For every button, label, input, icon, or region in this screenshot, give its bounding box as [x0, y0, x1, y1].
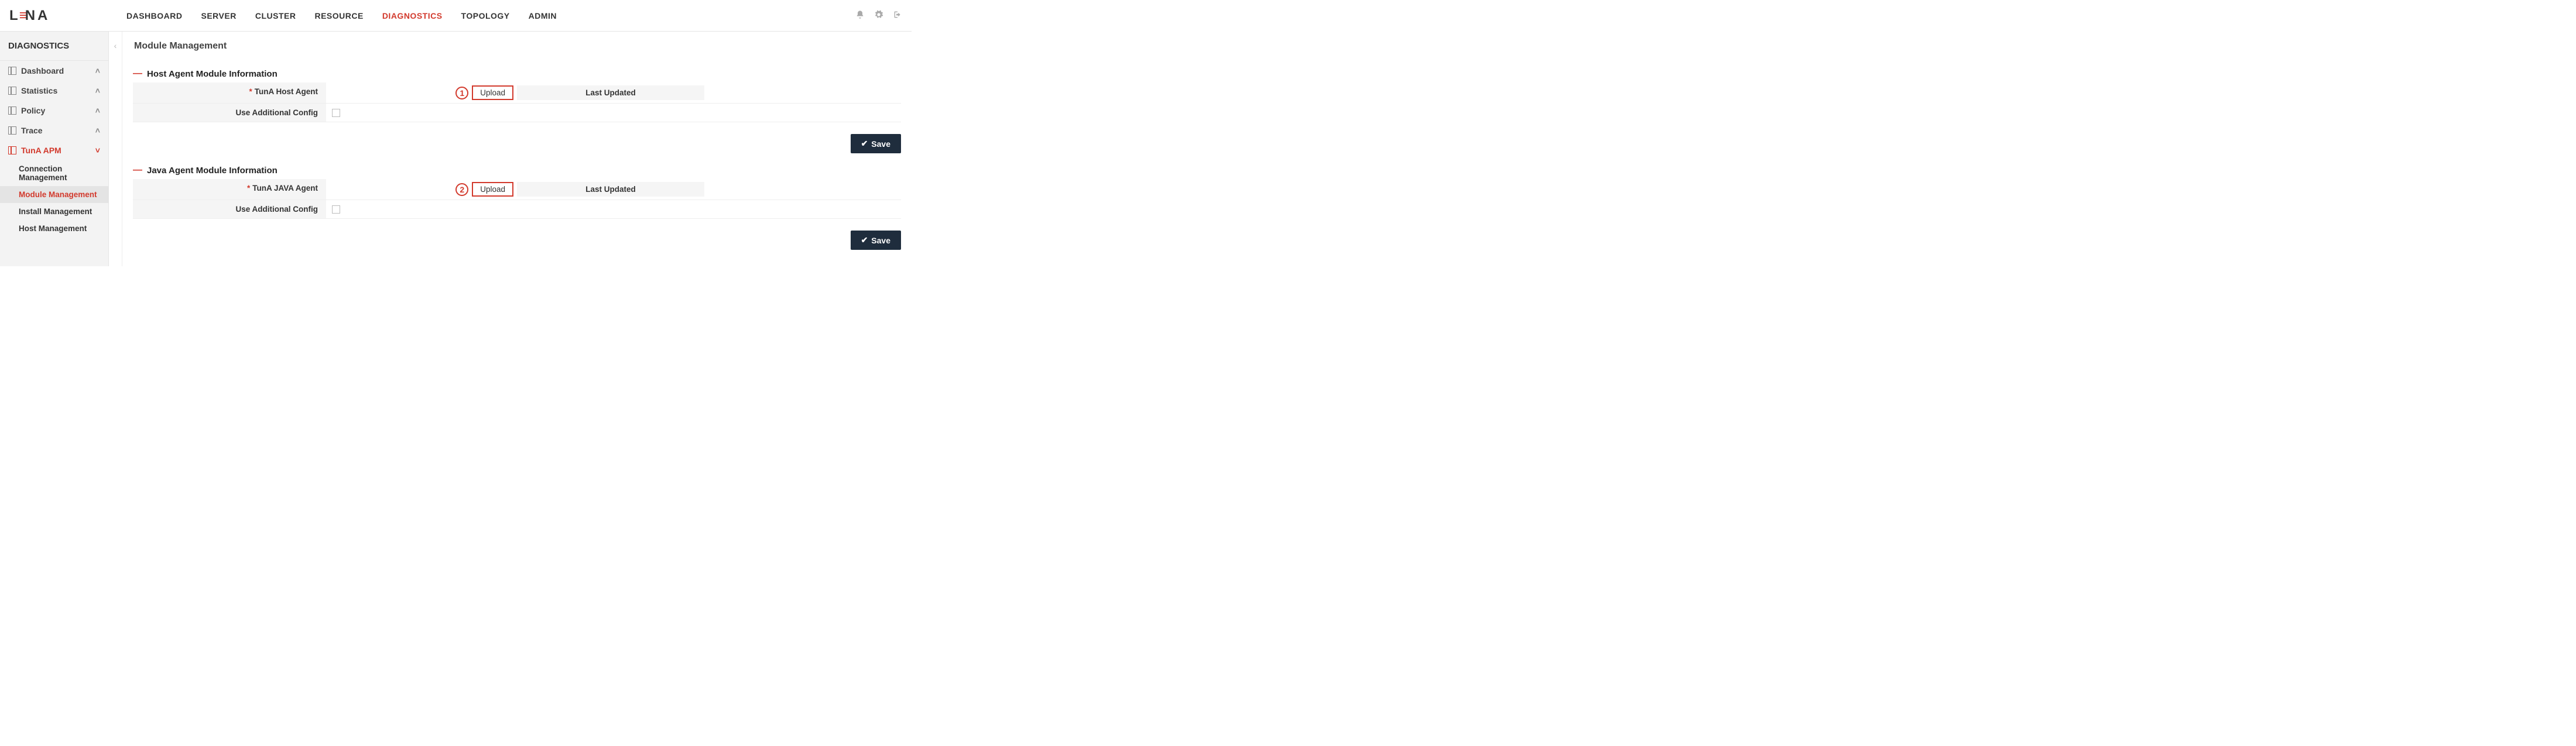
form-row-host-config: Use Additional Config	[133, 104, 901, 122]
top-nav: L≡NA DASHBOARD SERVER CLUSTER RESOURCE D…	[0, 0, 912, 32]
label-text: TunA Host Agent	[255, 87, 318, 96]
upload-button[interactable]: Upload	[472, 85, 513, 100]
sidebar-item-label: Trace	[21, 126, 43, 135]
collapse-icon: —	[133, 165, 142, 176]
form-field: 1 Upload Last Updated	[326, 82, 901, 103]
annotation-marker-2: 2	[455, 183, 468, 196]
sidebar-sub-host-management[interactable]: Host Management	[0, 220, 108, 237]
gear-icon[interactable]	[874, 10, 883, 21]
sidebar-item-dashboard[interactable]: Dashboard ˄	[0, 61, 108, 81]
nav-diagnostics[interactable]: DIAGNOSTICS	[382, 11, 443, 20]
brand-post: NA	[25, 8, 50, 23]
form-field: 2 Upload Last Updated	[326, 179, 901, 200]
actions-java: ✔ Save	[122, 222, 912, 255]
required-marker: *	[247, 184, 250, 192]
section-title: Java Agent Module Information	[147, 166, 278, 176]
sidebar: DIAGNOSTICS Dashboard ˄ Statistics ˄ Pol…	[0, 32, 109, 266]
form-label: Use Additional Config	[133, 104, 326, 122]
panel-icon	[8, 67, 16, 75]
sidebar-item-policy[interactable]: Policy ˄	[0, 101, 108, 121]
panel-icon	[8, 126, 16, 135]
nav-server[interactable]: SERVER	[201, 11, 237, 20]
sidebar-item-label: Statistics	[21, 86, 57, 95]
chevron-up-icon: ˄	[95, 66, 100, 75]
actions-host: ✔ Save	[122, 126, 912, 158]
sidebar-sub-install-management[interactable]: Install Management	[0, 203, 108, 220]
section-header[interactable]: — Host Agent Module Information	[133, 68, 901, 79]
sidebar-title: DIAGNOSTICS	[0, 32, 108, 61]
nav-topology[interactable]: TOPOLOGY	[461, 11, 510, 20]
sidebar-item-label: TunA APM	[21, 146, 61, 155]
nav-right	[855, 10, 902, 21]
sidebar-item-trace[interactable]: Trace ˄	[0, 121, 108, 140]
section-host-agent: — Host Agent Module Information *TunA Ho…	[133, 68, 901, 122]
form-row-java-agent: *TunA JAVA Agent 2 Upload Last Updated	[133, 179, 901, 200]
chevron-up-icon: ˄	[95, 86, 100, 95]
collapse-icon: —	[133, 68, 142, 79]
chevron-left-icon: ‹	[114, 41, 117, 50]
form-field	[326, 200, 901, 218]
check-icon: ✔	[861, 235, 868, 245]
label-text: Use Additional Config	[236, 108, 318, 117]
form-label: *TunA Host Agent	[133, 82, 326, 103]
nav-dashboard[interactable]: DASHBOARD	[126, 11, 183, 20]
nav-resource[interactable]: RESOURCE	[314, 11, 363, 20]
logout-icon[interactable]	[893, 10, 902, 21]
label-text: TunA JAVA Agent	[252, 184, 318, 192]
sidebar-item-label: Dashboard	[21, 66, 64, 75]
brand-logo: L≡NA	[9, 8, 126, 24]
panel-icon	[8, 87, 16, 95]
save-label: Save	[871, 139, 890, 149]
required-marker: *	[249, 87, 252, 96]
last-updated-label: Last Updated	[517, 85, 704, 100]
panel-icon	[8, 146, 16, 154]
sidebar-item-statistics[interactable]: Statistics ˄	[0, 81, 108, 101]
form-row-java-config: Use Additional Config	[133, 200, 901, 219]
label-text: Use Additional Config	[236, 205, 318, 214]
form-field	[326, 104, 901, 122]
section-title: Host Agent Module Information	[147, 69, 278, 79]
bell-icon[interactable]	[855, 10, 865, 21]
chevron-up-icon: ˄	[95, 106, 100, 115]
panel-icon	[8, 106, 16, 115]
form-label: *TunA JAVA Agent	[133, 179, 326, 200]
save-button[interactable]: ✔ Save	[851, 134, 901, 153]
nav-admin[interactable]: ADMIN	[529, 11, 557, 20]
sidebar-item-tuna-apm[interactable]: TunA APM ˅	[0, 140, 108, 160]
page-title: Module Management	[122, 32, 912, 61]
additional-config-checkbox[interactable]	[332, 205, 340, 214]
form-row-host-agent: *TunA Host Agent 1 Upload Last Updated	[133, 82, 901, 104]
form-label: Use Additional Config	[133, 200, 326, 218]
main-content: Module Management — Host Agent Module In…	[122, 32, 912, 266]
nav-cluster[interactable]: CLUSTER	[255, 11, 296, 20]
save-button[interactable]: ✔ Save	[851, 231, 901, 250]
section-header[interactable]: — Java Agent Module Information	[133, 165, 901, 176]
check-icon: ✔	[861, 139, 868, 149]
annotation-marker-1: 1	[455, 87, 468, 99]
upload-button[interactable]: Upload	[472, 182, 513, 197]
sidebar-sub-module-management[interactable]: Module Management	[0, 186, 108, 203]
sidebar-collapse-handle[interactable]: ‹	[109, 32, 122, 266]
sidebar-sub-connection-management[interactable]: Connection Management	[0, 160, 108, 186]
nav-items: DASHBOARD SERVER CLUSTER RESOURCE DIAGNO…	[126, 11, 557, 20]
chevron-up-icon: ˄	[95, 126, 100, 135]
save-label: Save	[871, 236, 890, 245]
additional-config-checkbox[interactable]	[332, 109, 340, 117]
sidebar-item-label: Policy	[21, 106, 45, 115]
chevron-down-icon: ˅	[95, 146, 100, 155]
last-updated-label: Last Updated	[517, 182, 704, 197]
section-java-agent: — Java Agent Module Information *TunA JA…	[133, 165, 901, 219]
